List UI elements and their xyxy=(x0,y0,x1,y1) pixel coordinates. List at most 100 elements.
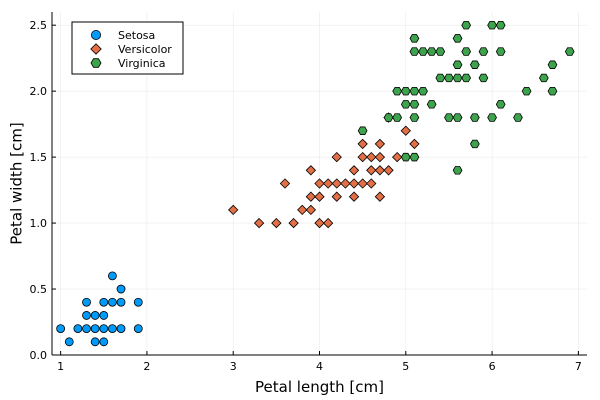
x-tick-label: 6 xyxy=(489,360,496,373)
x-tick-label: 1 xyxy=(57,360,64,373)
point-virginica xyxy=(452,60,463,69)
point-versicolor xyxy=(348,191,360,202)
point-versicolor xyxy=(366,178,377,189)
x-tick-label: 5 xyxy=(402,360,409,373)
point-setosa xyxy=(99,337,109,347)
point-versicolor xyxy=(348,178,360,189)
x-tick-label: 2 xyxy=(143,360,150,373)
point-setosa xyxy=(73,324,83,334)
y-tick-label: 1.5 xyxy=(30,151,48,164)
point-versicolor xyxy=(374,138,386,150)
y-tick-label: 2.0 xyxy=(30,85,48,98)
x-axis-label: Petal length [cm] xyxy=(255,378,384,396)
point-virginica xyxy=(478,73,489,83)
point-setosa xyxy=(108,271,117,281)
point-versicolor xyxy=(331,151,342,163)
point-virginica xyxy=(418,86,428,96)
point-versicolor xyxy=(331,178,342,189)
point-virginica xyxy=(495,20,506,30)
point-virginica xyxy=(383,113,394,122)
point-versicolor xyxy=(374,191,386,202)
point-versicolor xyxy=(288,217,299,229)
point-setosa xyxy=(116,297,126,307)
point-virginica xyxy=(469,113,480,122)
point-virginica xyxy=(452,113,463,122)
point-setosa xyxy=(133,324,143,334)
point-versicolor xyxy=(348,165,360,176)
point-versicolor xyxy=(357,151,368,163)
point-versicolor xyxy=(297,204,308,216)
point-virginica xyxy=(426,100,437,109)
axes: 1 2 3 4 5 6 7 0.0 0.5 1.0 1.5 2.0 2.5 xyxy=(30,12,587,373)
point-setosa xyxy=(82,324,91,334)
point-virginica xyxy=(461,20,472,30)
point-virginica xyxy=(547,86,558,96)
point-setosa xyxy=(64,337,74,347)
point-virginica xyxy=(357,126,368,135)
point-virginica xyxy=(538,73,549,83)
point-virginica xyxy=(409,113,420,122)
y-tick-label: 2.5 xyxy=(30,19,48,32)
point-virginica xyxy=(452,166,463,175)
point-versicolor xyxy=(314,217,325,229)
point-versicolor xyxy=(366,151,377,163)
point-setosa xyxy=(90,311,100,320)
point-virginica xyxy=(409,152,420,162)
point-virginica xyxy=(409,47,420,56)
y-tick-label: 1.0 xyxy=(30,217,48,230)
point-virginica xyxy=(487,113,497,122)
point-versicolor xyxy=(305,191,317,202)
point-virginica xyxy=(461,47,472,56)
point-versicolor xyxy=(314,178,325,189)
legend-marker-setosa xyxy=(91,29,102,40)
point-virginica xyxy=(392,113,403,122)
point-setosa xyxy=(99,297,109,307)
point-virginica xyxy=(400,100,411,109)
point-virginica xyxy=(469,139,480,149)
x-tick-label: 3 xyxy=(230,360,237,373)
point-versicolor xyxy=(331,191,342,202)
point-virginica xyxy=(409,100,420,109)
point-virginica xyxy=(392,86,403,96)
point-versicolor xyxy=(305,204,317,216)
point-virginica xyxy=(400,152,411,162)
point-setosa xyxy=(133,297,143,307)
point-virginica xyxy=(426,47,437,56)
point-versicolor xyxy=(271,217,282,229)
point-versicolor xyxy=(357,178,368,189)
point-versicolor xyxy=(340,178,351,189)
point-virginica xyxy=(444,73,454,83)
point-virginica xyxy=(418,47,428,56)
data-points xyxy=(56,20,575,347)
point-setosa xyxy=(99,311,109,320)
point-virginica xyxy=(478,47,489,56)
y-axis-label: Petal width [cm] xyxy=(7,122,25,244)
point-versicolor xyxy=(400,125,411,136)
point-versicolor xyxy=(279,178,291,189)
point-versicolor xyxy=(314,191,325,202)
point-setosa xyxy=(82,297,91,307)
point-virginica xyxy=(444,113,454,122)
point-versicolor xyxy=(366,165,377,176)
point-versicolor xyxy=(409,138,420,150)
point-versicolor xyxy=(383,165,394,176)
point-versicolor xyxy=(374,151,386,163)
point-setosa xyxy=(56,324,66,334)
x-tick-label: 4 xyxy=(316,360,323,373)
point-setosa xyxy=(108,324,117,334)
point-virginica xyxy=(409,34,420,43)
point-virginica xyxy=(495,100,506,109)
point-versicolor xyxy=(357,138,368,150)
y-tick-label: 0.5 xyxy=(30,283,48,296)
point-virginica xyxy=(452,73,463,83)
point-versicolor xyxy=(322,217,334,229)
point-setosa xyxy=(82,311,91,320)
point-virginica xyxy=(495,47,506,56)
legend-marker-versicolor xyxy=(90,43,102,55)
y-tick-label: 0.0 xyxy=(30,349,48,362)
point-virginica xyxy=(409,86,420,96)
point-virginica xyxy=(513,113,523,122)
point-setosa xyxy=(99,324,109,334)
